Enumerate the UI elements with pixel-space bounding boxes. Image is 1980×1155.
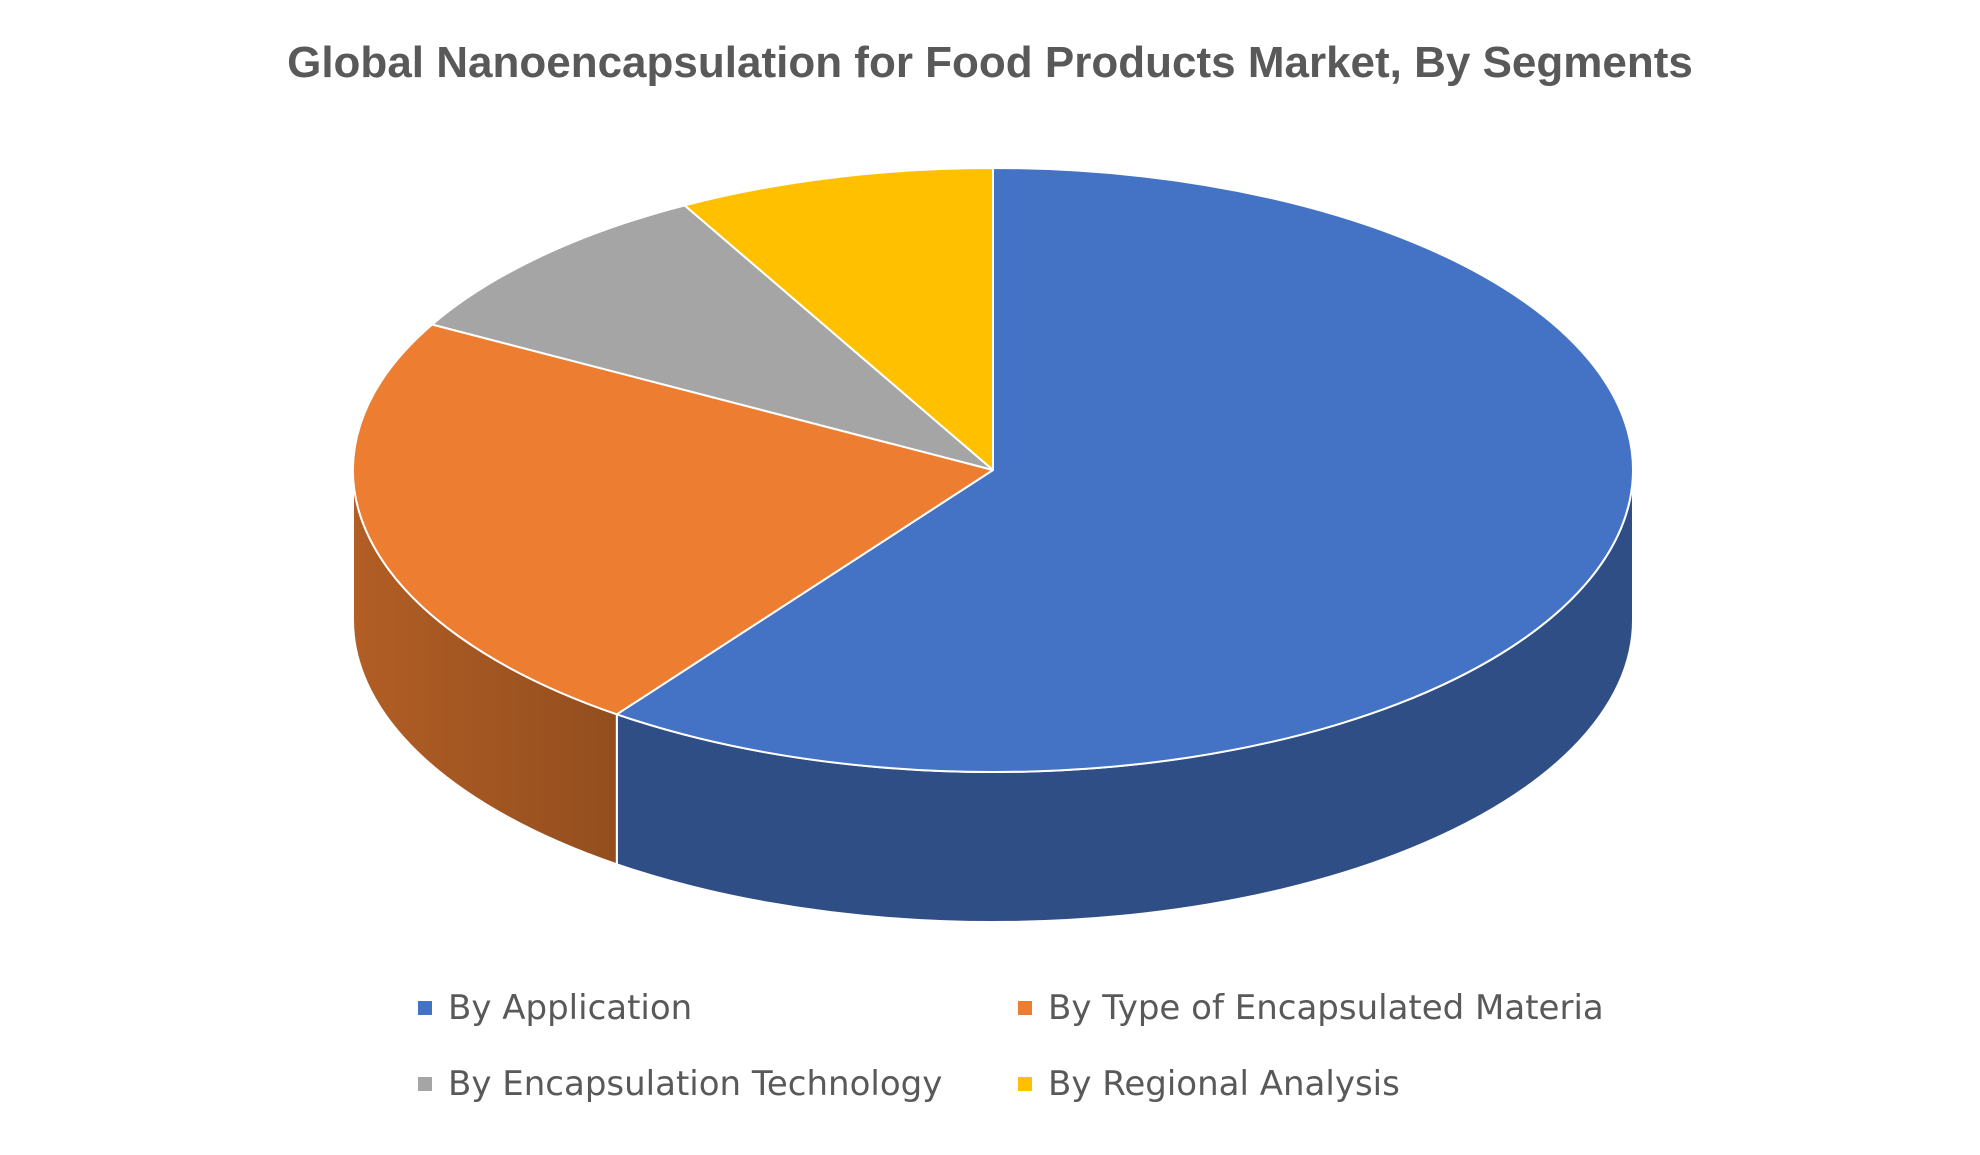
pie-slice-by-encapsulation-technology: [431, 204, 994, 471]
legend-swatch-by-encapsulation-technology: [418, 1077, 432, 1091]
pie-slice-by-type-of-encapsulated-materia: [352, 323, 994, 716]
legend-label-by-encapsulation-technology: By Encapsulation Technology: [448, 1064, 943, 1104]
pie-slice-by-regional-analysis: [683, 167, 994, 471]
legend: By Application By Type of Encapsulated M…: [418, 988, 1718, 1138]
legend-label-by-application: By Application: [448, 988, 693, 1028]
legend-item-by-application: By Application: [418, 988, 692, 1028]
legend-swatch-by-regional-analysis: [1018, 1077, 1032, 1091]
legend-item-by-type-of-encapsulated-materia: By Type of Encapsulated Materia: [1018, 988, 1604, 1028]
chart-title: Global Nanoencapsulation for Food Produc…: [287, 38, 1693, 87]
pie-slice-by-application: [615, 167, 1634, 773]
legend-item-by-regional-analysis: By Regional Analysis: [1018, 1064, 1400, 1104]
legend-item-by-encapsulation-technology: By Encapsulation Technology: [418, 1064, 942, 1104]
legend-swatch-by-application: [418, 1001, 432, 1015]
legend-swatch-by-type-of-encapsulated-materia: [1018, 1001, 1032, 1015]
legend-label-by-type-of-encapsulated-materia: By Type of Encapsulated Materia: [1048, 988, 1604, 1028]
legend-label-by-regional-analysis: By Regional Analysis: [1048, 1064, 1400, 1104]
